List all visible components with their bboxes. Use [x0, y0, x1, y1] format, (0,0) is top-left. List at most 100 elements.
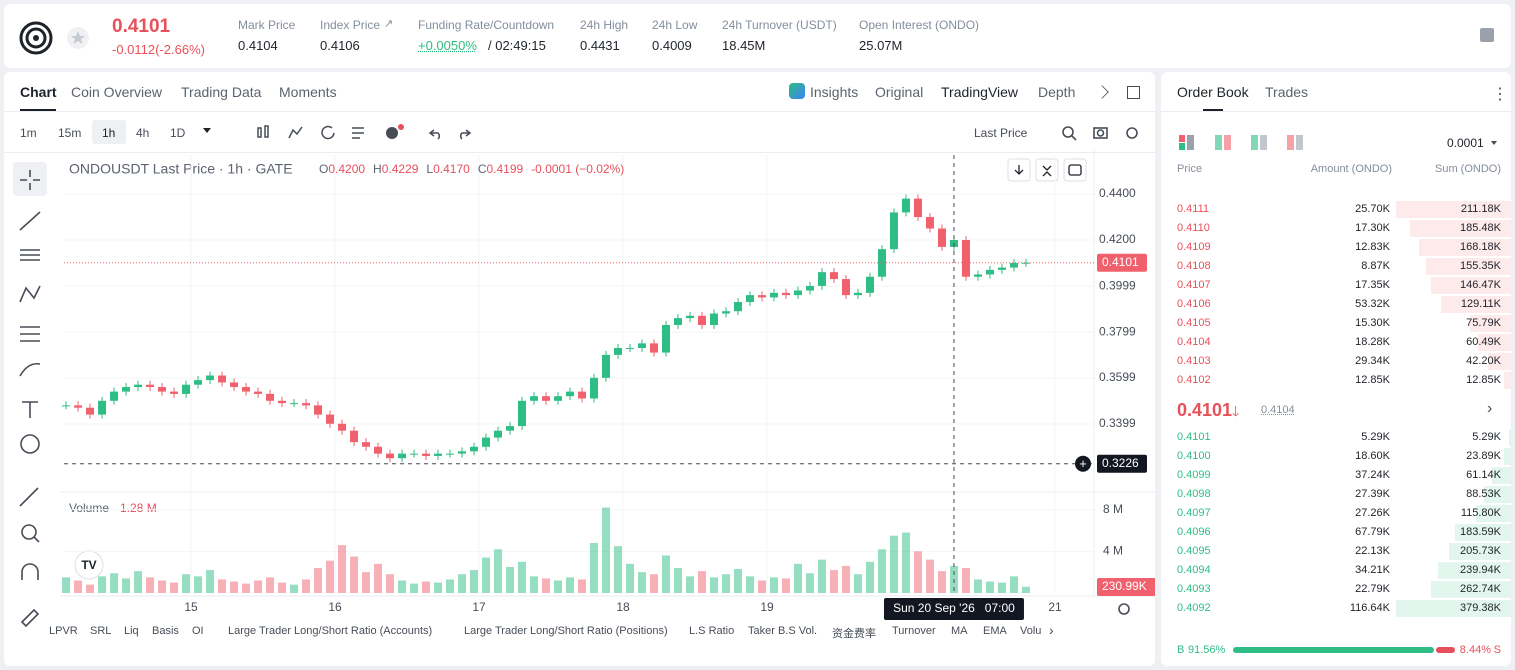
- interval[interactable]: 4h: [136, 126, 150, 140]
- indicator-tab[interactable]: Large Trader Long/Short Ratio (Accounts): [228, 625, 433, 637]
- fullscreen-icon[interactable]: [1095, 85, 1109, 99]
- last-price-label: 0.4101: [1102, 255, 1139, 269]
- row-sum: 60.49K: [1466, 336, 1501, 348]
- volume-bar: [290, 584, 299, 593]
- interval[interactable]: 1h: [102, 126, 116, 140]
- indicator-tab[interactable]: Liq: [124, 625, 139, 637]
- y-tick-label: 0.3599: [1099, 370, 1136, 384]
- candle-body: [913, 198, 922, 218]
- volume-bar: [278, 582, 287, 593]
- indicator-tab[interactable]: Volu: [1020, 625, 1042, 637]
- volume-bar: [1021, 586, 1030, 593]
- candle-body: [649, 343, 658, 353]
- view-tab[interactable]: Depth: [1038, 84, 1076, 100]
- depth-bar: [1440, 296, 1511, 313]
- volume-bar: [470, 570, 479, 593]
- candle-body: [961, 239, 970, 277]
- indicator-tab[interactable]: Basis: [152, 625, 179, 637]
- column-header: Amount (ONDO): [1310, 163, 1392, 175]
- order-row: 0.4097 27.26K 115.80K: [1161, 504, 1511, 523]
- tab[interactable]: Moments: [279, 84, 337, 100]
- notes-icon[interactable]: [1480, 28, 1494, 42]
- view-tab[interactable]: TradingView: [941, 84, 1019, 100]
- chevron[interactable]: ›: [1487, 400, 1493, 417]
- order-row: 0.4105 15.30K 75.79K: [1161, 314, 1511, 333]
- candle-body: [278, 400, 287, 404]
- volume-bar: [206, 570, 215, 593]
- indicator-tab[interactable]: L.S Ratio: [689, 625, 735, 637]
- book-tab[interactable]: Order Book: [1177, 84, 1249, 100]
- precision-select[interactable]: 0.0001: [1447, 136, 1484, 150]
- candle-body: [601, 354, 610, 378]
- indicator-tab[interactable]: LPVR: [49, 625, 78, 637]
- indicator-tab[interactable]: Taker B.S Vol.: [748, 625, 818, 637]
- interval[interactable]: 15m: [58, 126, 82, 140]
- y-tick-label: 0.4200: [1099, 232, 1136, 246]
- row-sum: 115.80K: [1460, 507, 1501, 519]
- window-icon[interactable]: [1127, 86, 1140, 99]
- volume-bar: [74, 580, 83, 593]
- row-price: 0.4092: [1177, 602, 1211, 614]
- down-arrow: 🡓: [1232, 403, 1240, 419]
- candle-body: [853, 292, 862, 296]
- candle-body: [817, 272, 826, 286]
- interval[interactable]: 1m: [20, 126, 37, 140]
- stat-extra: / 02:49:15: [488, 38, 546, 53]
- candle-body: [362, 442, 371, 447]
- candle-body: [506, 426, 515, 431]
- view-tab[interactable]: Insights: [810, 84, 859, 100]
- last-price: 0.4101: [112, 16, 171, 37]
- volume-bar: [649, 574, 658, 593]
- depth-bar: [1492, 467, 1511, 484]
- volume-bar: [937, 571, 946, 593]
- depth-bar: [1509, 429, 1511, 446]
- interval[interactable]: 1D: [170, 126, 186, 140]
- view-tab[interactable]: Original: [875, 84, 924, 100]
- ohlc-key: C: [478, 162, 487, 176]
- tab[interactable]: Trading Data: [181, 84, 262, 100]
- add-alert[interactable]: [1075, 455, 1091, 472]
- toolbar-icons: [257, 124, 472, 140]
- candle-body: [745, 295, 754, 303]
- indicator-tab[interactable]: Large Trader Long/Short Ratio (Positions…: [464, 625, 668, 637]
- indicator-tab[interactable]: OI: [192, 625, 204, 637]
- indicator-tab[interactable]: MA: [951, 625, 968, 637]
- indicator-tab[interactable]: Turnover: [892, 625, 936, 637]
- order-row: 0.4095 22.13K 205.73K: [1161, 542, 1511, 561]
- volume-bar: [518, 561, 527, 593]
- interval-dropdown[interactable]: [203, 128, 211, 137]
- indicator-tab[interactable]: SRL: [90, 625, 112, 637]
- price-type[interactable]: Last Price: [974, 126, 1028, 140]
- volume-bar: [146, 577, 155, 593]
- candle-body: [74, 405, 83, 408]
- crosshair-y-label: 0.3226: [1102, 456, 1139, 470]
- ohlc-legend: O0.4200 H0.4229 L0.4170 C0.4199 -0.0001 (−0.…: [319, 162, 624, 176]
- stat-label: Index Price: [320, 18, 381, 32]
- volume-bar: [338, 545, 347, 593]
- more-icon[interactable]: ⋮: [1492, 86, 1508, 103]
- volume-bar: [134, 571, 143, 593]
- favorite-star[interactable]: [66, 26, 90, 50]
- candle-body: [218, 375, 227, 383]
- price-chart: ONDOUSDT Last Price · 1h · GATE Volume 1…: [60, 150, 1155, 620]
- column-header: Sum (ONDO): [1435, 163, 1501, 175]
- candle-body: [697, 315, 706, 325]
- crosshair-y-tag: [1097, 454, 1147, 473]
- book-tab[interactable]: Trades: [1265, 84, 1309, 100]
- volume-bar: [877, 549, 886, 593]
- volume-bar: [422, 581, 431, 593]
- tab[interactable]: Chart: [20, 84, 57, 100]
- candle-body: [134, 384, 143, 388]
- volume-bar: [386, 574, 395, 593]
- indicator-tab[interactable]: EMA: [983, 625, 1007, 637]
- tab[interactable]: Coin Overview: [71, 84, 163, 100]
- candle-body: [709, 313, 718, 325]
- volume-bar: [302, 579, 311, 593]
- volume-bar: [901, 532, 910, 593]
- volume-bar: [997, 582, 1006, 593]
- volume-bar: [697, 571, 706, 593]
- order-row: 0.4109 12.83K 168.18K: [1161, 238, 1511, 257]
- candle-body: [254, 391, 263, 394]
- indicator-tab[interactable]: 资金费率: [832, 628, 876, 640]
